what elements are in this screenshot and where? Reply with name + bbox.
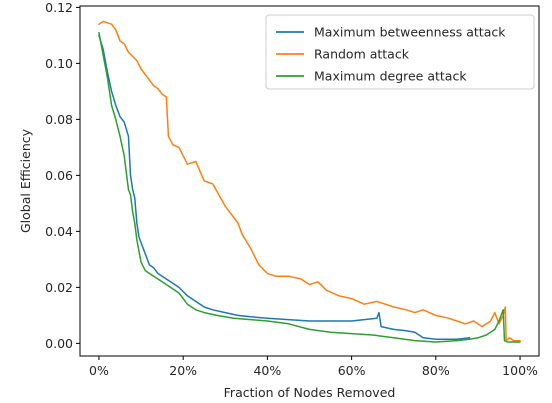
series-layer <box>98 20 521 343</box>
x-tick-label: 40% <box>253 363 281 378</box>
series-line-0 <box>98 34 471 340</box>
legend-label: Maximum betweenness attack <box>314 25 506 40</box>
y-tick-label: 0.10 <box>45 56 73 71</box>
x-tick-label: 100% <box>502 363 538 378</box>
y-tick-label: 0.00 <box>45 336 73 351</box>
y-tick-label: 0.02 <box>45 280 73 295</box>
legend: Maximum betweenness attack Random attack M… <box>265 14 535 90</box>
x-tick-label: 80% <box>422 363 450 378</box>
y-tick-label: 0.06 <box>45 168 73 183</box>
legend-label: Maximum degree attack <box>314 69 467 84</box>
legend-label: Random attack <box>314 47 410 62</box>
series-line-1 <box>98 20 521 342</box>
legend-box <box>265 14 535 90</box>
x-tick-label: 60% <box>338 363 366 378</box>
x-axis-ticks: 0% 20% 40% 60% 80% 100% <box>89 356 538 378</box>
y-axis-ticks: 0.00 0.02 0.04 0.06 0.08 0.10 0.12 <box>45 0 80 351</box>
y-tick-label: 0.12 <box>45 0 73 15</box>
y-tick-label: 0.08 <box>45 112 73 127</box>
x-tick-label: 20% <box>169 363 197 378</box>
x-axis-title: Fraction of Nodes Removed <box>224 385 396 400</box>
x-tick-label: 0% <box>89 363 109 378</box>
y-axis-title: Global Efficiency <box>18 128 33 233</box>
y-tick-label: 0.04 <box>45 224 73 239</box>
series-line-2 <box>98 31 521 343</box>
plot-frame <box>79 5 540 357</box>
axes-layer <box>79 5 540 357</box>
